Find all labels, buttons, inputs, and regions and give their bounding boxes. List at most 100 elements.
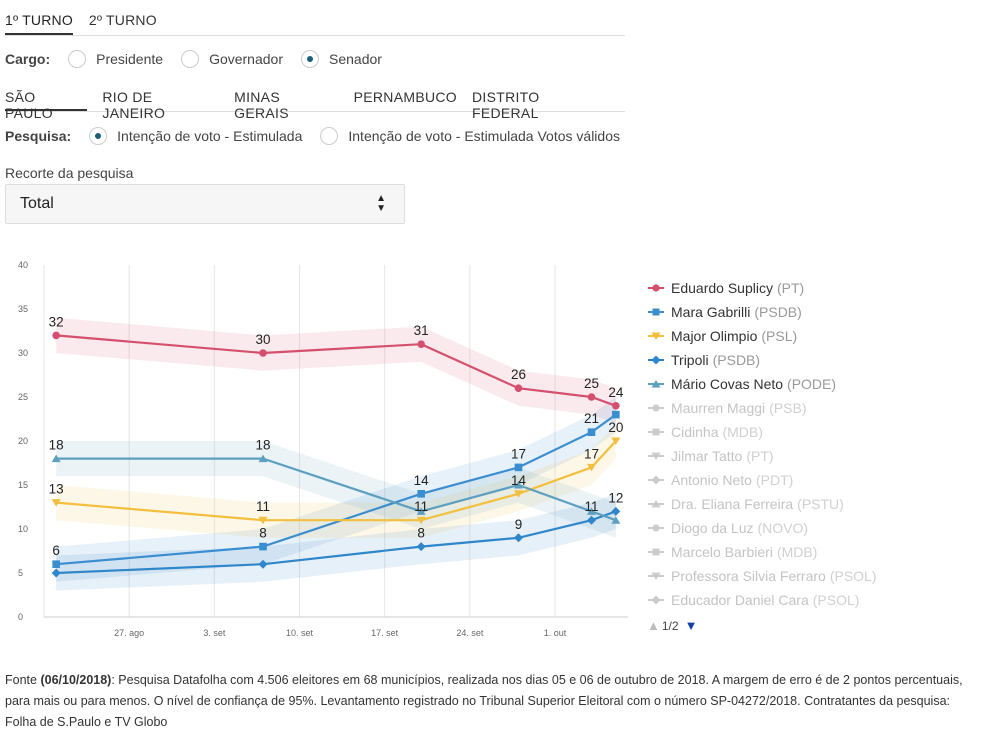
radio-circle-selected-icon[interactable]	[301, 50, 319, 68]
data-point	[52, 331, 60, 340]
round-tabs: 1º TURNO 2º TURNO	[5, 8, 625, 36]
data-point	[611, 506, 621, 516]
legend-marker-icon	[648, 548, 664, 556]
y-tick-label: 5	[18, 568, 23, 578]
legend-marker-icon	[648, 524, 664, 532]
legend-item[interactable]: Dra. Eliana Ferreira (PSTU)	[648, 492, 978, 516]
legend-item[interactable]: Mara Gabrilli (PSDB)	[648, 300, 978, 324]
select-arrows-icon: ▲ ▼	[376, 193, 386, 214]
legend-marker-icon	[648, 452, 664, 460]
data-point	[514, 481, 523, 489]
legend-item[interactable]: Maurren Maggi (PSB)	[648, 396, 978, 420]
legend-item[interactable]: Cidinha (MDB)	[648, 420, 978, 444]
data-label: 25	[584, 376, 599, 391]
legend-item[interactable]: Mário Covas Neto (PODE)	[648, 372, 978, 396]
x-tick-label: 1. out	[544, 628, 567, 638]
legend-item[interactable]: Professora Silvia Ferraro (PSOL)	[648, 564, 978, 588]
radio-circle-selected-icon[interactable]	[89, 127, 108, 145]
radio-presidente[interactable]: Presidente	[68, 50, 163, 68]
legend-name: Professora Silvia Ferraro	[671, 568, 826, 584]
source-text: : Pesquisa Datafolha com 4.506 eleitores…	[5, 673, 963, 729]
data-point	[51, 499, 61, 507]
legend-marker-icon	[648, 595, 664, 605]
state-tab-rio-de-janeiro[interactable]: RIO DE JANEIRO	[102, 89, 166, 121]
margin-band	[56, 441, 616, 538]
legend-item[interactable]: Eduardo Suplicy (PT)	[648, 276, 978, 300]
legend-party: (NOVO)	[757, 520, 809, 536]
radio-governador[interactable]: Governador	[181, 50, 283, 68]
radio-circle-icon[interactable]	[181, 50, 200, 68]
state-tab-minas-gerais[interactable]: MINAS GERAIS	[234, 89, 289, 121]
series-line	[56, 510, 617, 575]
x-tick-label: 10. set	[286, 628, 314, 638]
data-point	[51, 568, 61, 578]
legend-name: Mário Covas Neto	[671, 376, 784, 392]
radio-circle-icon[interactable]	[320, 127, 339, 145]
legend-item[interactable]: Educador Daniel Cara (PSOL)	[648, 588, 978, 612]
data-label: 20	[608, 420, 623, 435]
radio-senador[interactable]: Senador	[301, 50, 382, 68]
radio-votos-validos[interactable]: Intenção de voto - Estimulada Votos váli…	[320, 127, 620, 145]
legend-name: Diogo da Luz	[671, 520, 754, 536]
legend-item[interactable]: Major Olimpio (PSL)	[648, 324, 978, 348]
legend-party: (PSB)	[769, 400, 807, 416]
legend-name: Jilmar Tatto	[671, 448, 743, 464]
legend-item[interactable]: Jilmar Tatto (PT)	[648, 444, 978, 468]
legend-item[interactable]: Diogo da Luz (NOVO)	[648, 516, 978, 540]
legend-name: Tripoli	[671, 352, 709, 368]
series-line	[56, 413, 617, 566]
radio-circle-icon[interactable]	[68, 50, 87, 68]
radio-label: Intenção de voto - Estimulada	[117, 128, 303, 144]
state-tab-sao-paulo[interactable]: SÃO PAULO	[5, 86, 88, 121]
pesquisa-label: Pesquisa:	[5, 128, 72, 144]
data-label: 17	[511, 446, 526, 461]
pager-down-icon[interactable]: ▼	[684, 618, 698, 633]
data-point	[417, 340, 425, 348]
legend-party: (MDB)	[776, 544, 818, 560]
legend-marker-icon	[648, 355, 664, 365]
recorte-select[interactable]: Total ▲ ▼	[5, 184, 405, 224]
data-point	[611, 437, 621, 445]
data-label: 18	[255, 438, 270, 453]
margin-band	[56, 317, 616, 424]
data-point	[417, 490, 425, 498]
legend-name: Cidinha	[671, 424, 719, 440]
state-tabs: SÃO PAULO RIO DE JANEIRO MINAS GERAIS PE…	[5, 86, 625, 121]
legend-name: Antonio Neto	[671, 472, 752, 488]
legend-party: (PSDB)	[754, 304, 802, 320]
legend-item[interactable]: Tripoli (PSDB)	[648, 348, 978, 372]
radio-label: Intenção de voto - Estimulada Votos váli…	[348, 128, 620, 144]
tab-second-round[interactable]: 2º TURNO	[88, 12, 157, 28]
pager-label: 1/2	[661, 618, 679, 633]
legend-party: (PSL)	[761, 328, 798, 344]
state-tab-distrito-federal[interactable]: DISTRITO FEDERAL	[471, 89, 540, 121]
legend-party: (PSOL)	[829, 568, 877, 584]
legend-item[interactable]: Antonio Neto (PDT)	[648, 468, 978, 492]
data-point	[52, 560, 60, 568]
tab-first-round[interactable]: 1º TURNO	[5, 8, 73, 35]
pager-up-icon[interactable]: ▲	[647, 618, 660, 633]
margin-band	[56, 397, 616, 582]
legend-name: Eduardo Suplicy	[671, 280, 773, 296]
data-point	[514, 463, 523, 472]
legend-name: Major Olimpio	[671, 328, 758, 344]
radio-label: Presidente	[96, 51, 164, 67]
legend-name: Educador Daniel Cara	[671, 592, 809, 608]
radio-estimulada[interactable]: Intenção de voto - Estimulada	[89, 127, 302, 145]
data-point	[612, 402, 620, 410]
state-tab-pernambuco[interactable]: PERNAMBUCO	[353, 89, 457, 105]
legend-item[interactable]: Marcelo Barbieri (MDB)	[648, 540, 978, 564]
data-point	[416, 507, 426, 515]
data-label: 12	[608, 490, 623, 505]
data-label: 9	[515, 517, 523, 532]
data-point	[514, 384, 523, 392]
data-label: 26	[511, 367, 526, 382]
legend-marker-icon	[648, 284, 664, 292]
recorte-label: Recorte da pesquisa	[5, 165, 134, 181]
legend-marker-icon	[648, 500, 664, 508]
legend-party: (PT)	[776, 280, 805, 296]
legend-marker-icon	[648, 572, 664, 580]
legend-party: (PSOL)	[812, 592, 860, 608]
data-label: 11	[584, 499, 598, 514]
data-point	[416, 542, 426, 552]
